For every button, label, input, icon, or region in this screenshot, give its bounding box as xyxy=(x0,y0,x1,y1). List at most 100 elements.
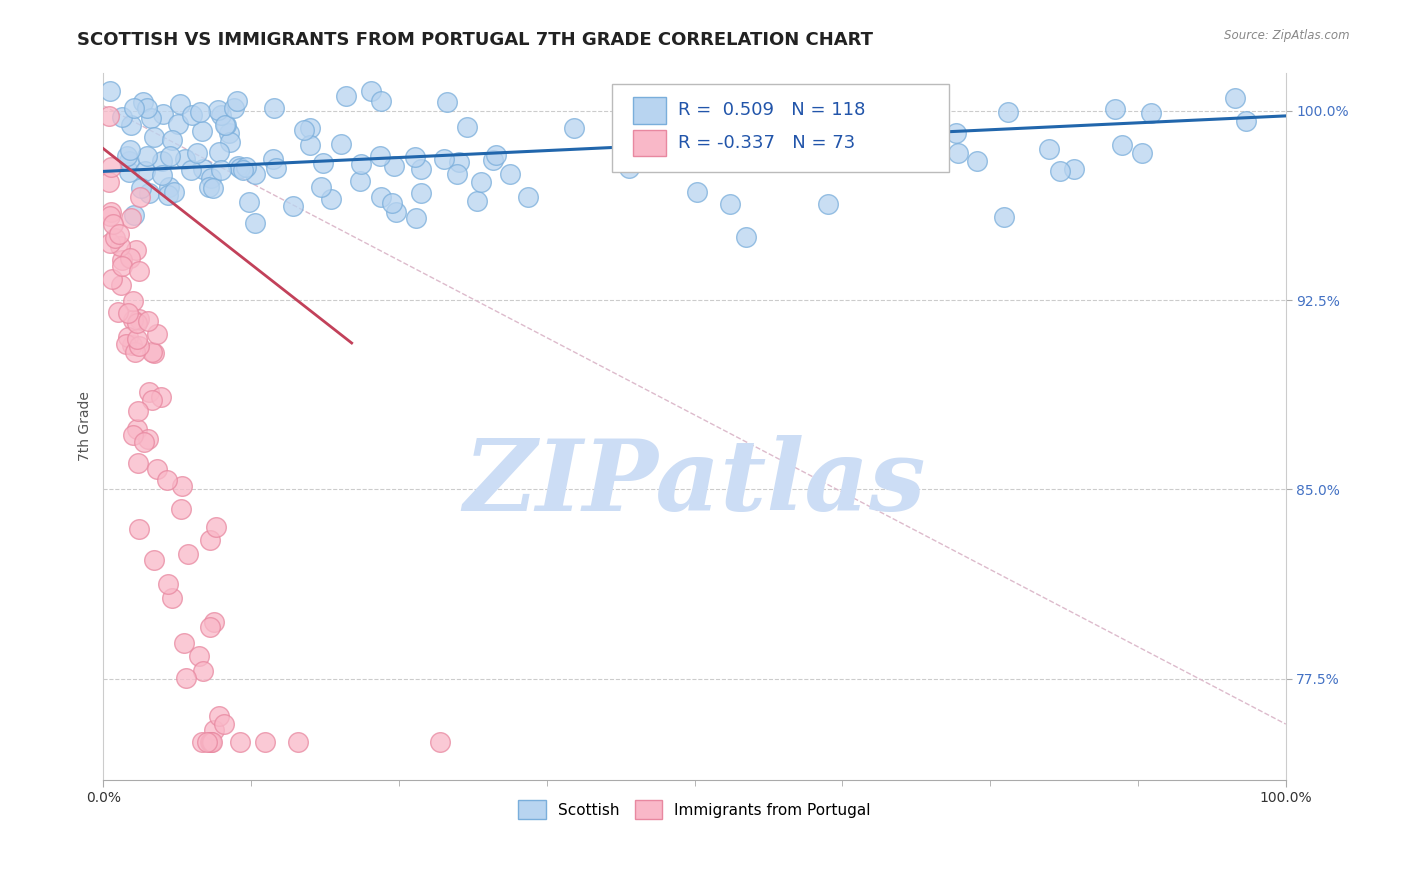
Point xyxy=(120,211,142,225)
Point xyxy=(150,154,173,169)
Point xyxy=(198,533,221,547)
Point xyxy=(136,432,159,446)
Point xyxy=(945,127,967,141)
Point xyxy=(1140,106,1163,120)
Point xyxy=(482,153,505,167)
Point xyxy=(1038,142,1060,156)
Point xyxy=(232,163,254,178)
Point xyxy=(124,344,146,359)
Text: ZIPatlas: ZIPatlas xyxy=(464,434,925,531)
Point xyxy=(456,120,478,135)
Point xyxy=(163,185,186,199)
Point xyxy=(180,163,202,178)
Point xyxy=(997,105,1019,120)
Point xyxy=(243,216,266,230)
Point xyxy=(485,148,508,162)
Point xyxy=(229,735,252,749)
Point xyxy=(287,735,309,749)
Point xyxy=(122,208,145,222)
FancyBboxPatch shape xyxy=(633,97,666,124)
Point xyxy=(160,591,183,605)
Point xyxy=(465,194,488,209)
Point xyxy=(773,144,796,158)
Point xyxy=(120,143,142,157)
FancyBboxPatch shape xyxy=(612,84,949,172)
Point xyxy=(948,146,970,161)
Point xyxy=(134,435,156,450)
Point xyxy=(127,404,149,418)
Point xyxy=(138,314,160,328)
Point xyxy=(207,145,229,160)
Point xyxy=(385,204,408,219)
Point xyxy=(138,384,160,399)
Point xyxy=(174,671,197,685)
Point xyxy=(136,101,159,115)
Point xyxy=(121,294,143,309)
Point xyxy=(229,161,252,175)
Text: R =  0.509   N = 118: R = 0.509 N = 118 xyxy=(678,102,866,120)
Point xyxy=(292,123,315,137)
Point xyxy=(174,152,197,166)
Point xyxy=(200,735,222,749)
Point xyxy=(100,204,122,219)
Point xyxy=(115,149,138,163)
Point xyxy=(209,163,232,178)
Point xyxy=(108,239,131,253)
Point xyxy=(198,735,221,749)
Point xyxy=(122,101,145,115)
Point xyxy=(128,522,150,536)
Point xyxy=(143,130,166,145)
Point xyxy=(127,456,149,470)
Point xyxy=(136,149,159,163)
Point xyxy=(498,167,520,181)
Point xyxy=(349,174,371,188)
Point xyxy=(436,95,458,110)
Point xyxy=(516,189,538,203)
Point xyxy=(143,553,166,567)
Point xyxy=(330,136,353,151)
Point xyxy=(121,338,143,352)
Point xyxy=(319,193,342,207)
Point xyxy=(222,101,245,115)
Point xyxy=(446,167,468,181)
Point xyxy=(381,196,404,211)
Point xyxy=(429,735,451,749)
Point xyxy=(152,106,174,120)
Point xyxy=(141,345,163,359)
Point xyxy=(298,120,321,135)
Point xyxy=(370,94,392,108)
Point xyxy=(262,153,284,167)
Point xyxy=(209,108,232,122)
Point xyxy=(128,264,150,278)
Point xyxy=(143,346,166,360)
Point xyxy=(191,735,214,749)
Point xyxy=(1104,103,1126,117)
Point xyxy=(118,153,141,168)
Point xyxy=(735,230,758,244)
Point xyxy=(141,392,163,407)
Point xyxy=(312,155,335,169)
Point xyxy=(218,135,240,149)
Point xyxy=(107,305,129,319)
Point xyxy=(170,501,193,516)
Point xyxy=(108,227,131,241)
Point xyxy=(146,462,169,476)
Point xyxy=(110,278,132,293)
Point xyxy=(866,91,889,105)
Point xyxy=(98,236,121,251)
Point xyxy=(817,197,839,211)
Y-axis label: 7th Grade: 7th Grade xyxy=(79,392,93,461)
Point xyxy=(150,169,173,183)
Point xyxy=(198,179,221,194)
Point xyxy=(125,422,148,436)
Point xyxy=(202,723,225,737)
Point xyxy=(193,161,215,176)
Point xyxy=(309,180,332,194)
Point xyxy=(368,149,391,163)
Point xyxy=(172,479,194,493)
Point xyxy=(98,84,121,98)
Point xyxy=(411,161,433,176)
Point xyxy=(993,211,1015,225)
Point xyxy=(235,160,257,174)
Point xyxy=(139,111,162,125)
